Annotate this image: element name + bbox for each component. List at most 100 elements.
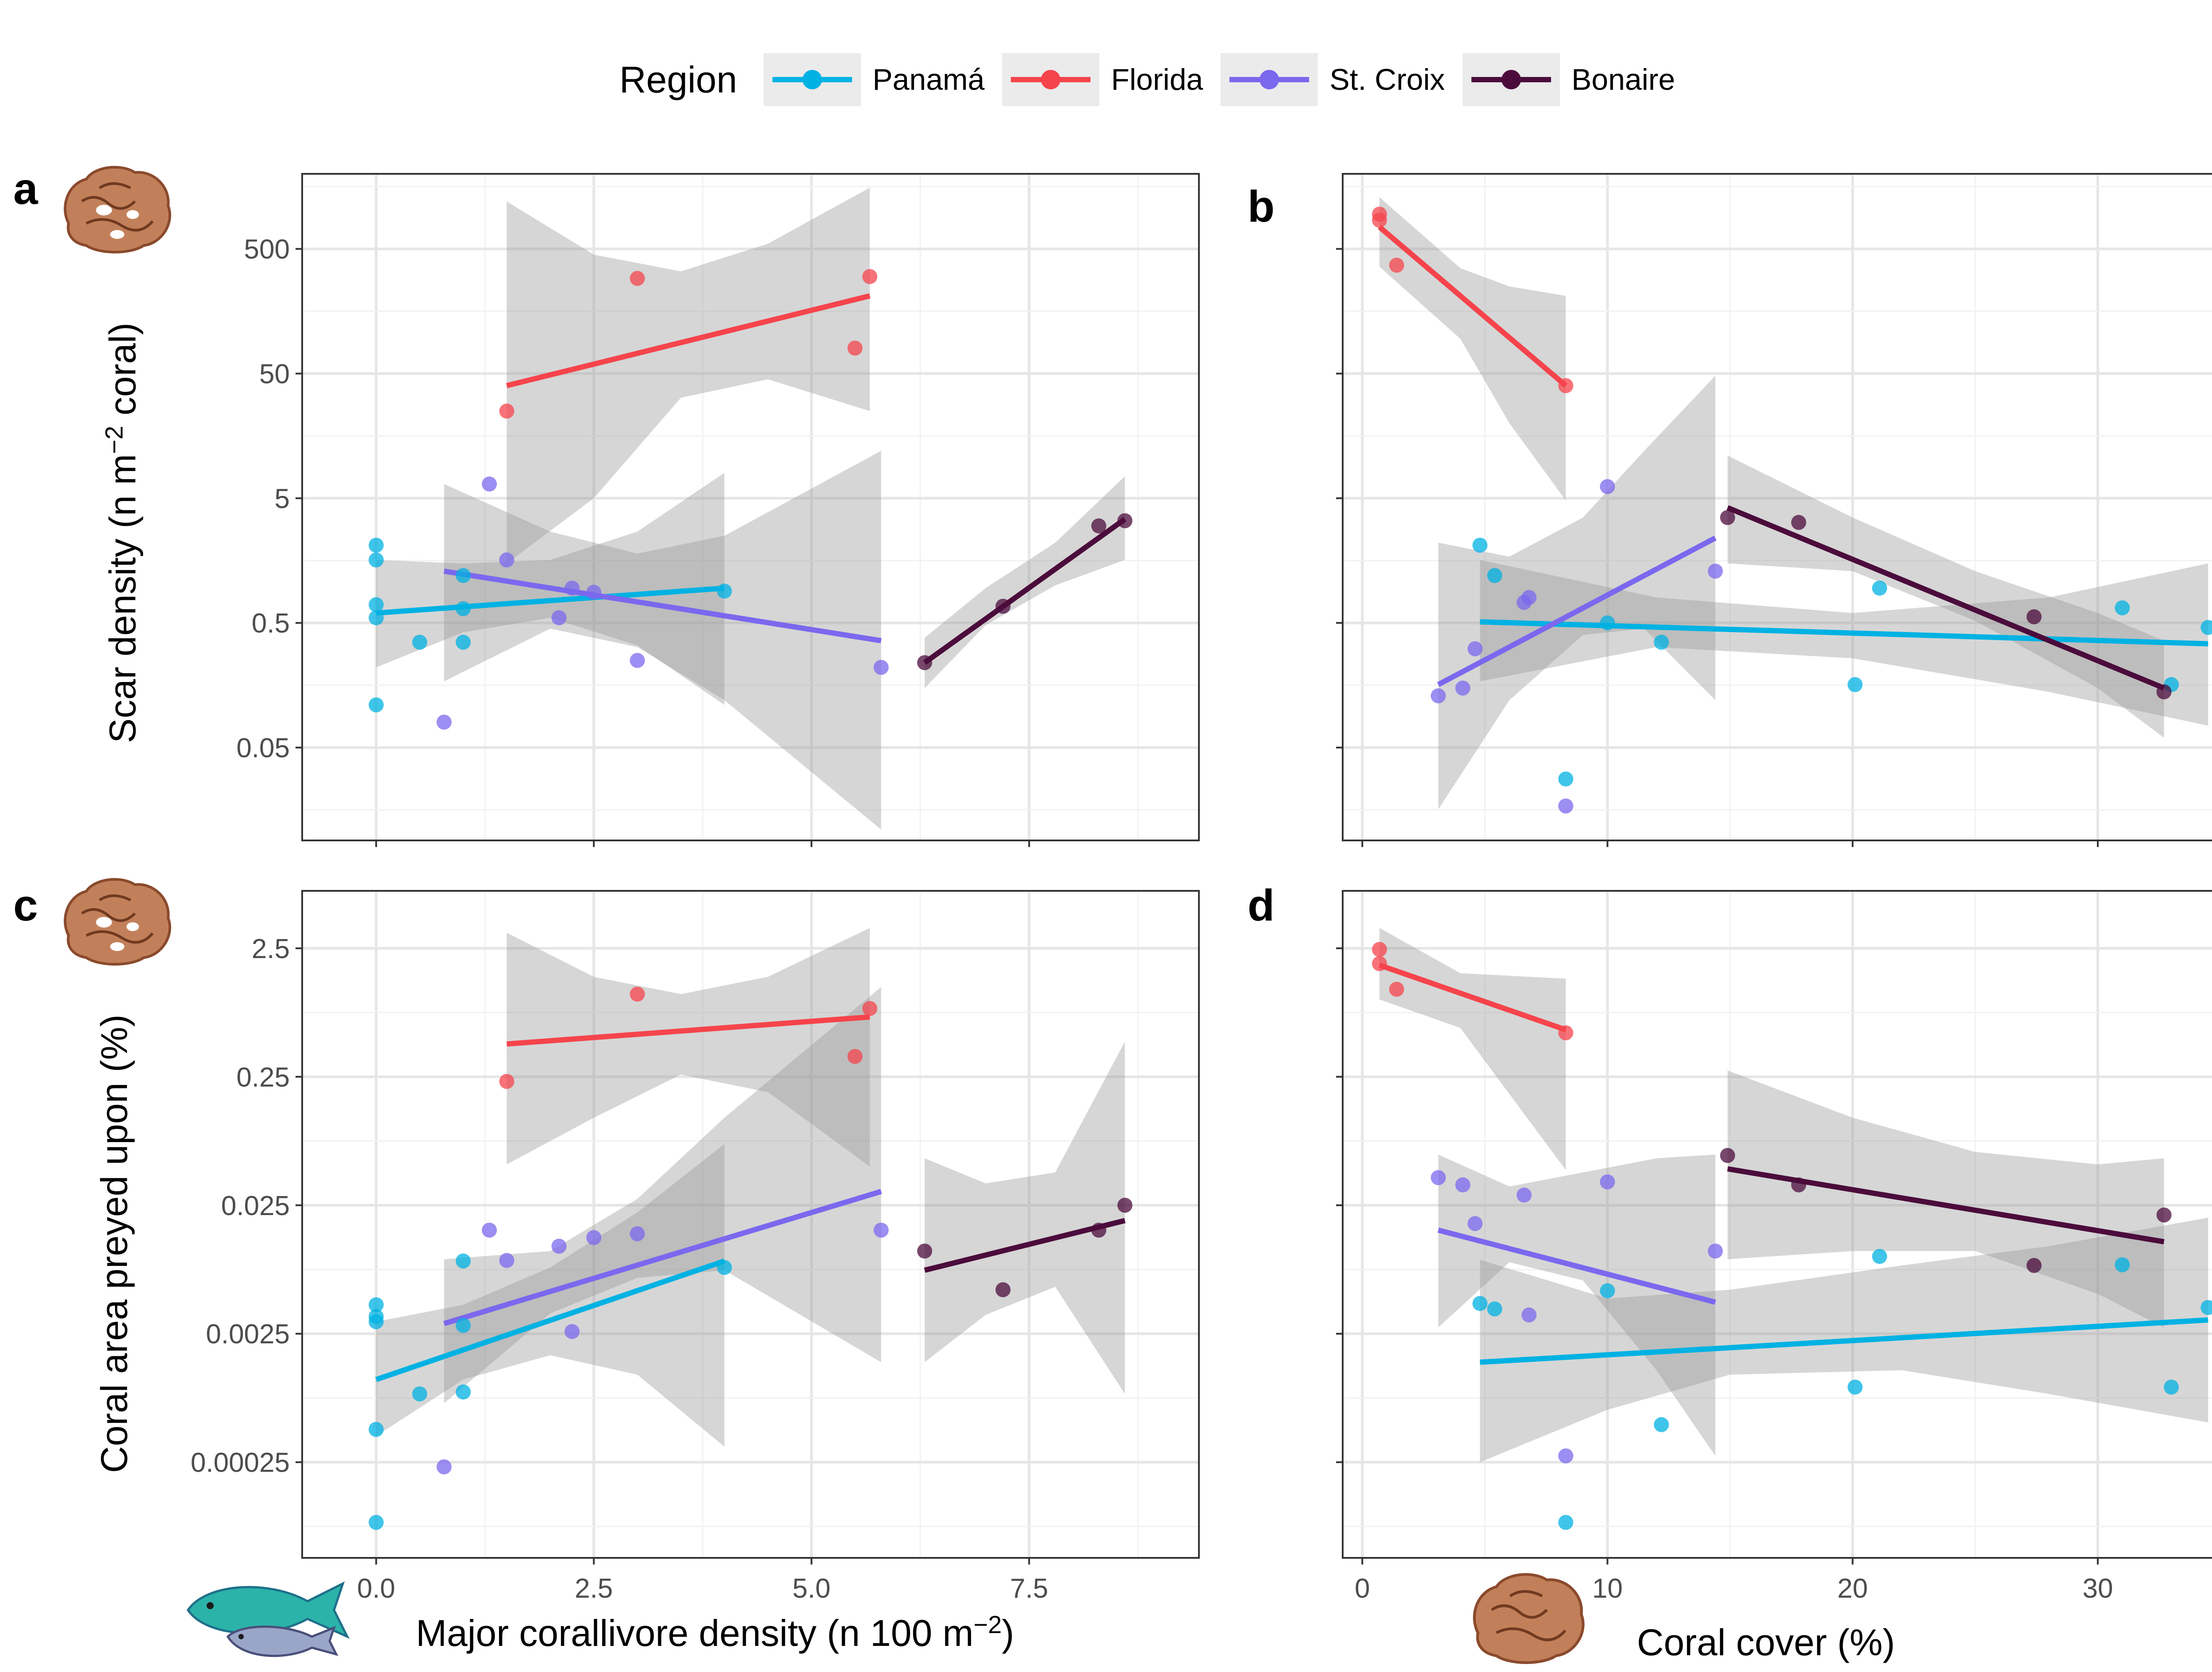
data-point-florida (1372, 212, 1387, 228)
ci-band-panama (1480, 560, 2208, 726)
data-point-florida (630, 986, 645, 1002)
data-point-florida (847, 1049, 863, 1064)
panel-border-d (1342, 890, 2212, 1559)
data-point-panama (1487, 568, 1502, 583)
data-point-st-croix (586, 1230, 602, 1245)
panel-label-d: d (1248, 881, 1275, 930)
data-point-bonaire (1720, 1148, 1736, 1163)
plot-panel-a (302, 174, 1199, 840)
data-point-panama (369, 1422, 384, 1437)
data-point-st-croix (1431, 688, 1446, 704)
data-point-panama (456, 1384, 471, 1400)
data-point-panama (717, 1260, 732, 1275)
data-point-st-croix (873, 1223, 889, 1238)
fit-line-st-croix (1437, 535, 1717, 687)
brain-coral-icon (64, 878, 171, 966)
data-point-bonaire (1791, 515, 1806, 530)
data-point-florida (1558, 378, 1574, 393)
data-point-st-croix (1517, 1187, 1532, 1203)
data-point-st-croix (1558, 798, 1574, 814)
data-point-bonaire (1091, 1223, 1106, 1238)
fit-line-panama (375, 1258, 726, 1382)
panel-label-a: a (13, 164, 38, 214)
data-point-st-croix (1455, 680, 1471, 696)
y-tick-label: 5 (275, 483, 290, 514)
fit-line-bonaire (1726, 505, 2165, 691)
legend-item-st-croix: St. Croix (1221, 53, 1445, 106)
data-point-florida (847, 341, 863, 356)
data-point-panama (1654, 1417, 1669, 1432)
ci-band-st-croix (1438, 376, 1716, 809)
ci-band-florida (1379, 197, 1566, 501)
data-point-panama (456, 1318, 471, 1333)
data-point-panama (369, 597, 384, 613)
y-tick-label: 0.00025 (191, 1448, 290, 1478)
data-point-st-croix (1467, 1216, 1483, 1231)
fit-line-florida (1378, 225, 1568, 388)
data-point-bonaire (1720, 510, 1736, 525)
y-tick-label: 0.05 (236, 733, 290, 763)
data-point-panama (412, 634, 427, 650)
data-point-bonaire (1117, 513, 1133, 529)
x-tick-label: 0 (1355, 1573, 1370, 1604)
data-point-panama (369, 1314, 384, 1330)
legend-key-bonaire (1463, 53, 1560, 106)
data-point-st-croix (1600, 1174, 1615, 1189)
x-axis-title-right: Coral cover (%) (1637, 1622, 1895, 1663)
data-point-st-croix (1455, 1177, 1471, 1193)
data-point-bonaire (1117, 1197, 1133, 1213)
data-point-panama (717, 583, 732, 599)
data-point-bonaire (2026, 1258, 2042, 1273)
legend-label-bonaire: Bonaire (1571, 63, 1675, 96)
ci-band-bonaire (925, 1041, 1125, 1394)
y-axis-title-top: Scar density (n m−2 coral) (100, 322, 143, 743)
data-point-bonaire (1091, 518, 1106, 533)
data-point-st-croix (1558, 1448, 1574, 1464)
plot-panel-c (302, 891, 1199, 1558)
data-point-panama (2200, 620, 2212, 635)
ci-band-florida (507, 928, 870, 1167)
legend-key-florida (1002, 53, 1100, 106)
brain-coral-icon (1473, 1573, 1585, 1664)
data-point-panama (369, 610, 384, 625)
data-point-panama (456, 634, 471, 650)
fit-line-florida (506, 293, 871, 388)
data-point-panama (369, 537, 384, 553)
data-point-panama (1872, 580, 1887, 596)
data-point-panama (1558, 771, 1574, 787)
data-point-panama (2164, 1379, 2179, 1395)
y-tick-label: 0.25 (236, 1062, 290, 1093)
data-point-florida (1372, 942, 1387, 957)
data-point-bonaire (917, 655, 933, 671)
data-point-bonaire (995, 1282, 1011, 1297)
data-point-florida (1558, 1025, 1574, 1040)
legend: Region Panamá Florida St. Croix Bonaire (619, 53, 1675, 106)
data-point-st-croix (436, 1459, 452, 1475)
data-point-st-croix (1521, 590, 1537, 605)
x-tick-label: 10 (1592, 1573, 1623, 1604)
data-point-st-croix (586, 585, 602, 600)
y-tick-label: 500 (244, 234, 290, 265)
data-point-panama (412, 1386, 427, 1402)
x-tick-label: 7.5 (1010, 1573, 1048, 1604)
y-axis-title-bottom: Coral area preyed upon (%) (93, 1014, 135, 1473)
data-point-st-croix (1708, 1243, 1723, 1259)
panel-border-a (301, 173, 1200, 841)
data-point-panama (369, 1515, 384, 1530)
legend-item-panama: Panamá (764, 53, 984, 106)
data-point-st-croix (551, 610, 567, 625)
legend-key-st-croix (1221, 53, 1318, 106)
data-point-st-croix (1521, 1307, 1537, 1323)
data-point-st-croix (551, 1239, 567, 1254)
legend-label-panama: Panamá (872, 63, 985, 96)
legend-title: Region (619, 58, 737, 100)
data-point-bonaire (917, 1243, 933, 1259)
data-point-panama (1472, 537, 1488, 553)
data-point-florida (499, 1074, 515, 1089)
fit-line-st-croix (443, 568, 882, 644)
ci-band-panama (376, 1144, 725, 1447)
data-point-florida (499, 403, 515, 419)
panel-label-b: b (1248, 182, 1275, 231)
legend-item-florida: Florida (1002, 53, 1203, 106)
ci-band-bonaire (925, 476, 1125, 688)
